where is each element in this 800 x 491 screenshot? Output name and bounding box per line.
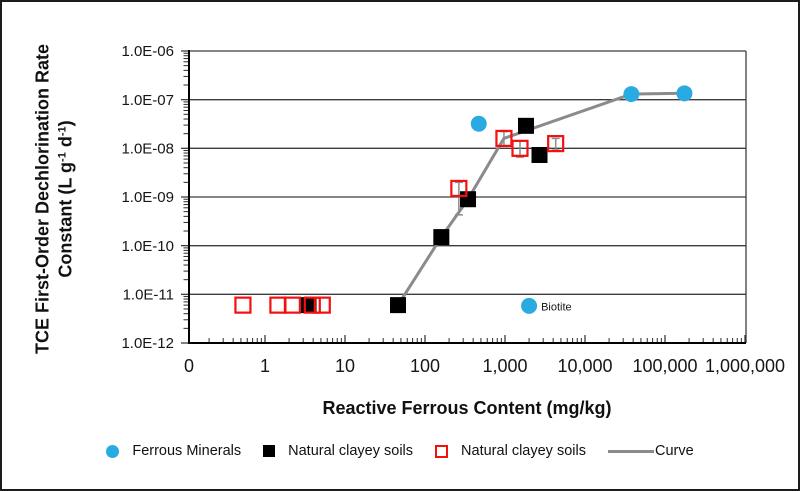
legend-item-natural-clayey-soils-open: Natural clayey soils — [435, 443, 586, 459]
legend-item-natural-clayey-soils-filled: Natural clayey soils — [263, 443, 413, 459]
data-point-natural-clayey-soils-open — [450, 179, 468, 198]
y-tick-label: 1.0E-06 — [121, 43, 174, 60]
data-point-natural-clayey-soils-filled — [460, 191, 477, 208]
x-tick-label: 1,000 — [482, 356, 527, 376]
data-point-natural-clayey-soils-open — [269, 296, 287, 314]
x-tick-label: 1,000,000 — [705, 356, 785, 376]
data-point-natural-clayey-soils-open — [547, 135, 565, 153]
x-tick-label: 10 — [335, 356, 355, 376]
x-tick-label: 10,000 — [557, 356, 612, 376]
y-axis-title: TCE First-Order Dechlorination Rate Cons… — [32, 44, 81, 354]
y-axis-title-line1: TCE First-Order Dechlorination Rate — [32, 43, 53, 355]
y-tick-label: 1.0E-07 — [121, 92, 174, 109]
curve-line-marker-icon — [607, 449, 654, 453]
legend-label-curve: Curve — [654, 443, 694, 459]
data-point-ferrous-minerals — [676, 85, 693, 102]
legend: Ferrous Minerals Natural clayey soils Na… — [2, 443, 798, 459]
data-point-natural-clayey-soils-filled — [390, 297, 407, 314]
legend-label-natural-clayey-soils-filled: Natural clayey soils — [288, 443, 414, 459]
y-tick-label: 1.0E-10 — [121, 238, 174, 255]
y-axis-title-superscript-1: -1 — [56, 152, 69, 162]
y-tick-label: 1.0E-08 — [121, 141, 174, 158]
legend-label-natural-clayey-soils-open: Natural clayey soils — [461, 443, 586, 459]
y-axis-title-line2: Constant (L g-1 d-1) — [55, 44, 81, 354]
y-tick-label: 1.0E-09 — [121, 189, 174, 206]
fitted-curve-line — [396, 91, 686, 307]
x-tick-label: 0 — [184, 356, 194, 376]
data-point-ferrous-minerals — [470, 115, 487, 132]
y-tick-label: 1.0E-12 — [121, 335, 174, 352]
data-point-natural-clayey-soils-filled — [531, 146, 548, 163]
data-point-natural-clayey-soils-open — [511, 139, 529, 157]
annotation-biotite: Biotite — [541, 301, 572, 313]
y-axis-title-line2-mid: d — [55, 136, 76, 153]
y-axis-title-superscript-2: -1 — [56, 126, 69, 137]
data-point-natural-clayey-soils-open — [495, 129, 513, 147]
legend-item-curve: Curve — [607, 443, 694, 459]
ferrous-minerals-marker-icon — [106, 444, 120, 458]
y-axis-title-line2-prefix: Constant (L g — [55, 161, 76, 278]
filled-square-marker-icon — [263, 445, 276, 457]
x-tick-label: 100 — [410, 356, 440, 376]
data-point-natural-clayey-soils-filled — [433, 229, 450, 246]
data-point-natural-clayey-soils-open — [313, 296, 331, 314]
x-axis-title: Reactive Ferrous Content (mg/kg) — [322, 398, 612, 418]
data-point-ferrous-minerals — [623, 86, 640, 103]
data-point-ferrous-minerals — [521, 297, 538, 314]
legend-item-ferrous-minerals: Ferrous Minerals — [106, 443, 241, 459]
data-point-natural-clayey-soils-open — [283, 296, 301, 314]
data-point-natural-clayey-soils-open — [234, 296, 252, 314]
y-tick-label: 1.0E-11 — [123, 287, 174, 304]
data-point-natural-clayey-soils-filled — [517, 117, 534, 134]
data-point-natural-clayey-soils-open — [303, 296, 321, 314]
legend-label-ferrous-minerals: Ferrous Minerals — [132, 443, 242, 459]
x-tick-label: 100,000 — [632, 356, 697, 376]
x-tick-label: 1 — [260, 356, 270, 376]
open-square-marker-icon — [435, 444, 449, 458]
